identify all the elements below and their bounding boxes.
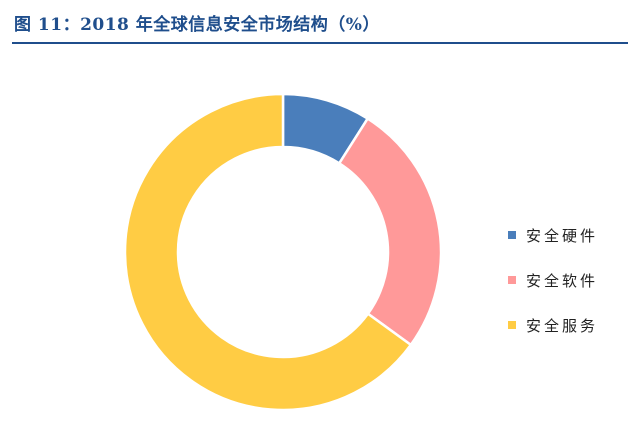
- legend-label-services: 安全服务: [526, 316, 599, 335]
- legend-item-services: 安全服务: [508, 314, 598, 336]
- legend: 安全硬件 安全软件 安全服务: [508, 224, 598, 359]
- legend-item-software: 安全软件: [508, 269, 598, 291]
- legend-swatch-services: [508, 321, 516, 329]
- legend-label-software: 安全软件: [526, 271, 599, 290]
- legend-label-hardware: 安全硬件: [526, 226, 599, 245]
- figure-title: 图 11：2018 年全球信息安全市场结构（%）: [14, 15, 380, 35]
- title-divider: [12, 42, 628, 44]
- legend-item-hardware: 安全硬件: [508, 224, 598, 246]
- legend-swatch-hardware: [508, 231, 516, 239]
- slice-services: [123, 92, 413, 412]
- legend-swatch-software: [508, 276, 516, 284]
- slice-software: [337, 116, 443, 347]
